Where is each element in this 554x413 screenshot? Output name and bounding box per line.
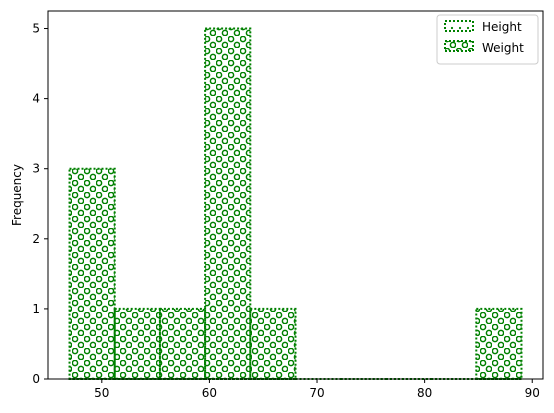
legend-swatch-height xyxy=(444,20,474,32)
x-axis: 50 60 70 80 90 xyxy=(94,379,540,400)
legend-label-weight: Weight xyxy=(482,41,524,55)
bar-weight-9 xyxy=(475,307,523,380)
y-tick-label-1: 1 xyxy=(32,302,40,316)
y-tick-label-3: 3 xyxy=(32,162,40,176)
x-tick-label-3: 80 xyxy=(417,386,432,400)
plot-frame xyxy=(47,10,544,380)
y-tick-label-4: 4 xyxy=(32,92,40,106)
bars-layer xyxy=(68,27,523,381)
y-axis-label: Frequency xyxy=(10,164,24,226)
legend: Height Weight xyxy=(436,14,539,65)
y-tick-label-5: 5 xyxy=(32,22,40,36)
y-tick-label-0: 0 xyxy=(32,372,40,386)
x-tick-label-1: 60 xyxy=(202,386,217,400)
bar-weight-3 xyxy=(204,27,252,381)
x-tick-label-0: 50 xyxy=(94,386,109,400)
legend-swatch-weight xyxy=(444,40,474,52)
bar-weight-1 xyxy=(113,307,161,380)
bar-weight-4 xyxy=(249,307,297,380)
x-tick-label-2: 70 xyxy=(309,386,324,400)
y-axis: 0 1 2 3 4 5 xyxy=(32,22,48,386)
bar-weight-2 xyxy=(158,307,207,380)
legend-label-height: Height xyxy=(482,20,522,34)
x-tick-label-4: 90 xyxy=(525,386,540,400)
bar-weight-0 xyxy=(68,167,116,380)
y-tick-label-2: 2 xyxy=(32,232,40,246)
